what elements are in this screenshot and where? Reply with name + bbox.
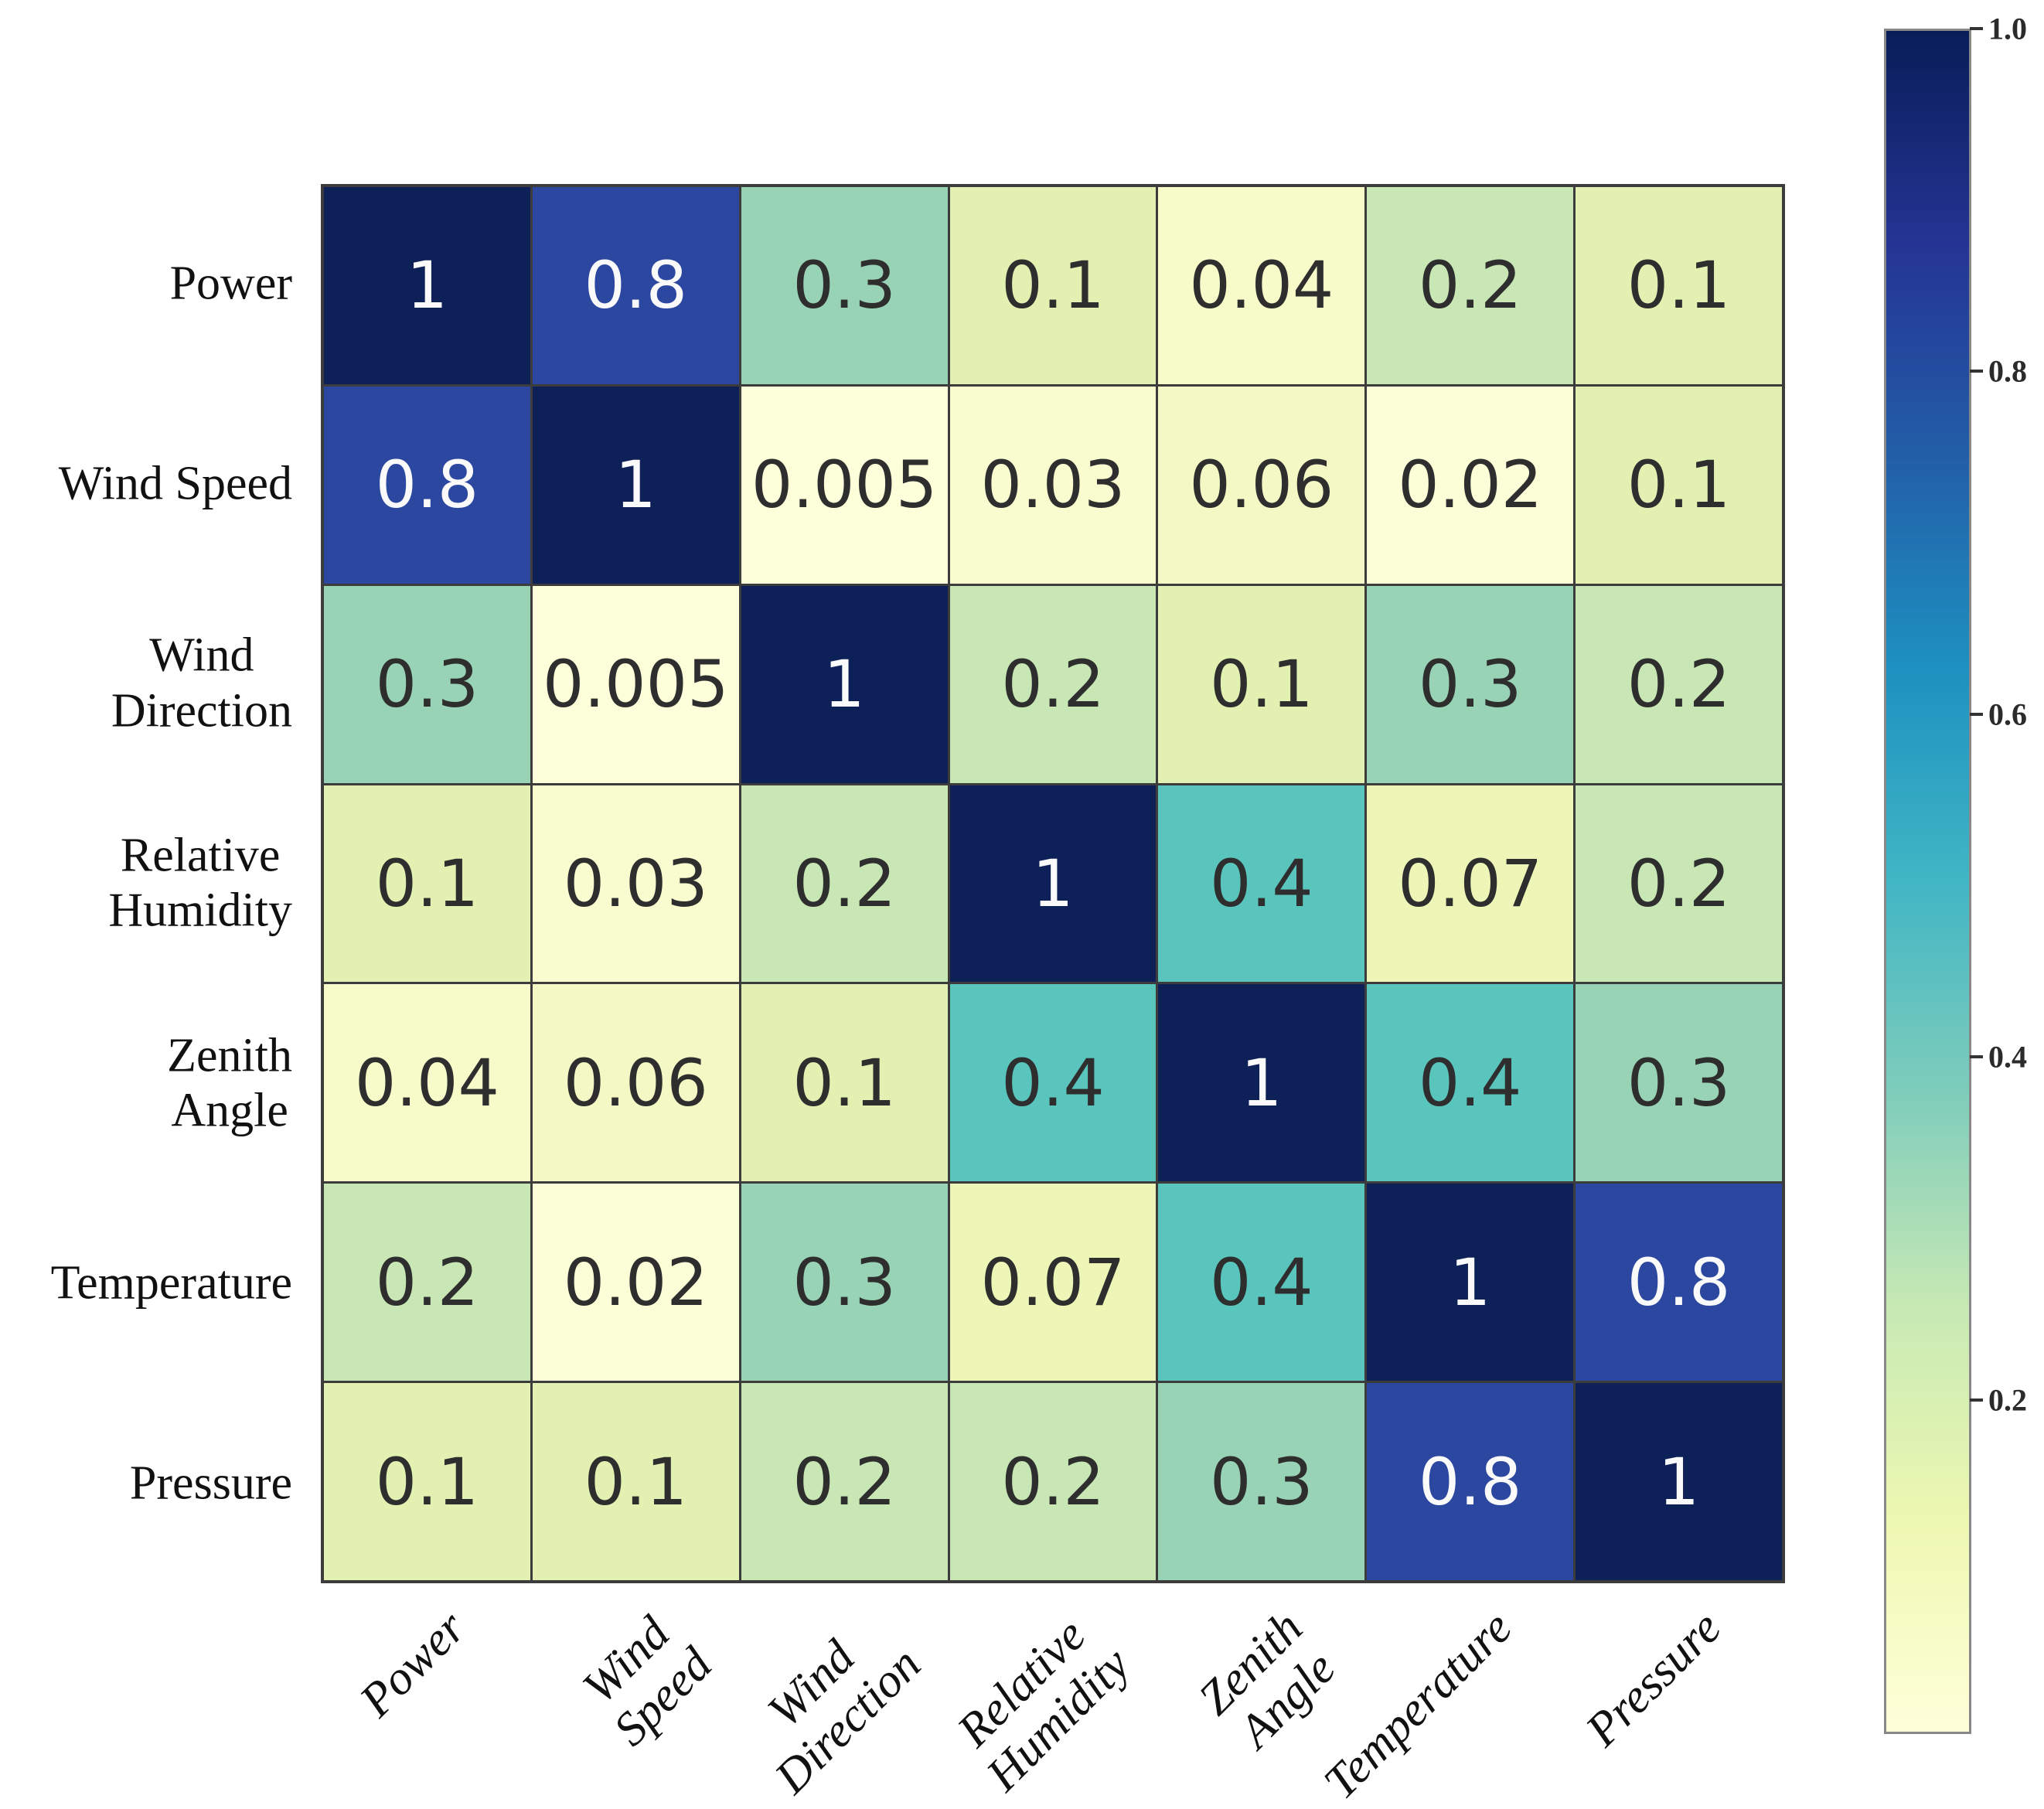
heatmap-cell: 0.8	[1576, 1184, 1782, 1381]
colorbar-tick-label: 0.8	[1988, 353, 2027, 389]
heatmap-cell: 1	[1158, 984, 1365, 1182]
colorbar-tick	[1970, 370, 1983, 373]
colorbar-tick	[1970, 712, 1983, 716]
y-tick-label: Pressure	[129, 1456, 292, 1510]
heatmap-cell: 0.2	[741, 1383, 948, 1580]
heatmap-cell: 0.4	[949, 984, 1157, 1182]
heatmap-cell: 1	[949, 785, 1157, 983]
heatmap-cell: 0.8	[1367, 1383, 1574, 1580]
heatmap-cell: 0.3	[741, 1184, 948, 1381]
x-tick-label: Relative Humidity	[947, 1609, 1140, 1801]
heatmap-grid: 1 0.8 0.3 0.1 0.04 0.2 0.1 0.8 1 0.005 0.03 0.06 0.0…	[321, 184, 1785, 1583]
heatmap-cell: 0.03	[949, 386, 1157, 584]
x-tick-label: Zenith Angle	[1188, 1601, 1346, 1758]
heatmap-cell: 1	[1576, 1383, 1782, 1580]
heatmap-cell: 0.07	[949, 1184, 1157, 1381]
heatmap-cell: 0.3	[741, 187, 948, 384]
heatmap-cell: 0.3	[1158, 1383, 1365, 1580]
heatmap-cell: 0.3	[1576, 984, 1782, 1182]
y-tick-label: Relative Humidity	[108, 829, 292, 937]
heatmap-cell: 0.04	[1158, 187, 1365, 384]
heatmap-cell: 0.4	[1158, 785, 1365, 983]
heatmap-cell: 0.2	[949, 585, 1157, 783]
heatmap-cell: 0.2	[1576, 585, 1782, 783]
x-tick-label: Temperature	[1313, 1601, 1522, 1809]
heatmap-cell: 0.2	[949, 1383, 1157, 1580]
colorbar-tick-label: 0.6	[1988, 697, 2027, 732]
x-tick-label: Power	[350, 1601, 476, 1727]
heatmap-cell: 1	[741, 585, 948, 783]
heatmap-cell: 0.8	[532, 187, 739, 384]
heatmap-cell: 1	[532, 386, 739, 584]
heatmap-cell: 0.8	[324, 386, 530, 584]
heatmap-cell: 0.1	[324, 785, 530, 983]
colorbar-tick-label: 0.2	[1988, 1382, 2027, 1418]
heatmap-cell: 1	[1367, 1184, 1574, 1381]
heatmap-cell: 0.02	[532, 1184, 739, 1381]
heatmap-cell: 0.06	[1158, 386, 1365, 584]
colorbar-gradient	[1884, 29, 1971, 1734]
heatmap-cell: 0.2	[1576, 785, 1782, 983]
x-tick-label: Wind Direction	[758, 1630, 932, 1804]
heatmap-cell: 0.005	[741, 386, 948, 584]
heatmap-cell: 0.1	[1576, 187, 1782, 384]
heatmap-cell: 0.04	[324, 984, 530, 1182]
heatmap-cell: 0.3	[324, 585, 530, 783]
heatmap-cell: 0.005	[532, 585, 739, 783]
colorbar-tick	[1970, 27, 1983, 30]
heatmap-cell: 0.1	[532, 1383, 739, 1580]
heatmap-cell: 0.03	[532, 785, 739, 983]
heatmap-cell: 0.1	[1576, 386, 1782, 584]
heatmap-cell: 0.07	[1367, 785, 1574, 983]
heatmap-cell: 0.1	[741, 984, 948, 1182]
x-tick-label: Wind Speed	[572, 1606, 722, 1756]
colorbar-tick	[1970, 1055, 1983, 1059]
heatmap-cell: 0.4	[1158, 1184, 1365, 1381]
heatmap-cell: 0.06	[532, 984, 739, 1182]
y-tick-label: Wind Speed	[58, 457, 292, 510]
heatmap-cell: 0.2	[324, 1184, 530, 1381]
y-tick-label: Wind Direction	[111, 629, 292, 738]
y-tick-label: Power	[169, 257, 292, 310]
heatmap-cell: 0.2	[741, 785, 948, 983]
heatmap-cell: 0.1	[1158, 585, 1365, 783]
colorbar-tick	[1970, 1398, 1983, 1402]
colorbar-tick-label: 1.0	[1988, 11, 2027, 46]
y-tick-label: Temperature	[50, 1256, 292, 1310]
heatmap-cell: 0.1	[324, 1383, 530, 1580]
heatmap-cell: 1	[324, 187, 530, 384]
heatmap-cell: 0.02	[1367, 386, 1574, 584]
heatmap-cell: 0.2	[1367, 187, 1574, 384]
colorbar-tick-label: 0.4	[1988, 1039, 2027, 1075]
x-tick-label: Pressure	[1576, 1601, 1732, 1756]
heatmap-cell: 0.1	[949, 187, 1157, 384]
y-tick-label: Zenith Angle	[167, 1029, 292, 1137]
heatmap-cell: 0.3	[1367, 585, 1574, 783]
heatmap-cell: 0.4	[1367, 984, 1574, 1182]
